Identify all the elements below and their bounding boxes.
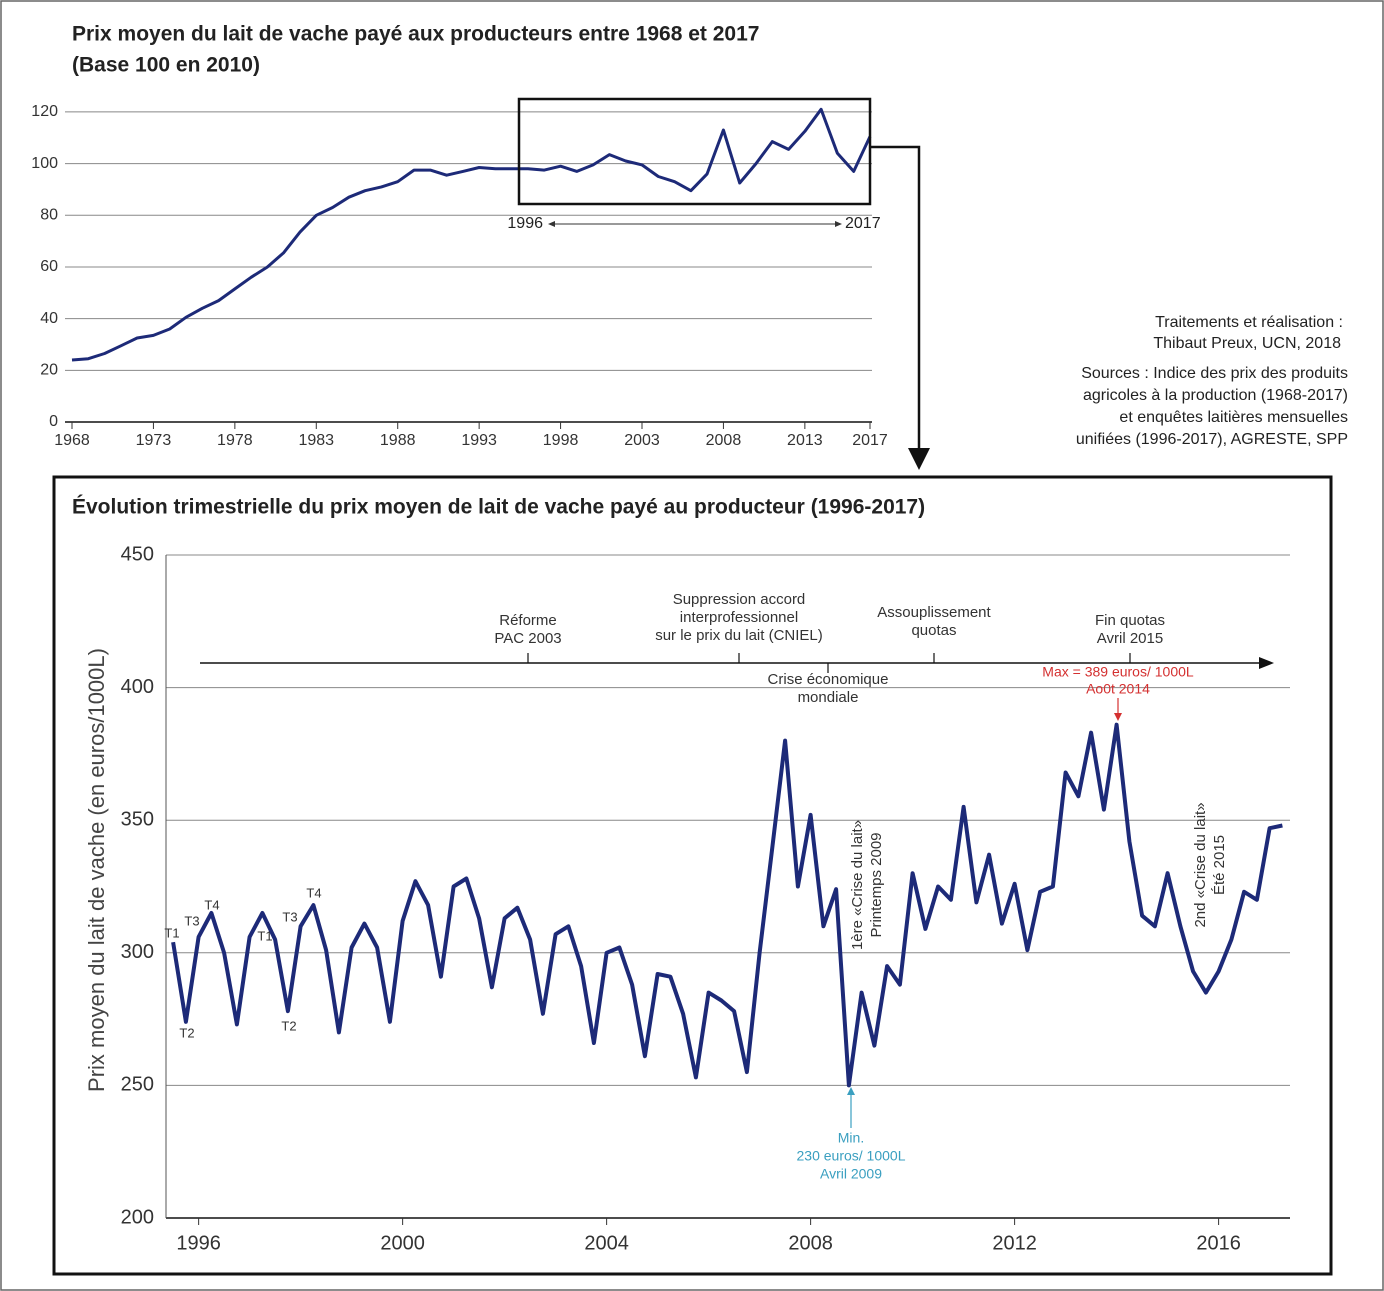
panel-frame xyxy=(52,475,1333,1276)
x-tick-label: 1996 xyxy=(176,1232,221,1254)
event-label: PAC 2003 xyxy=(494,630,561,647)
zoom-box xyxy=(517,97,872,206)
connector-head xyxy=(908,448,930,470)
x-tick-label: 1978 xyxy=(217,432,253,449)
x-tick-label: 1998 xyxy=(543,432,579,449)
y-tick-label: 450 xyxy=(121,543,154,565)
x-tick-label: 1988 xyxy=(380,432,416,449)
min-note: Min. xyxy=(838,1130,864,1146)
x-tick-label: 1973 xyxy=(136,432,172,449)
quarter-label: T4 xyxy=(306,885,321,900)
connector xyxy=(870,145,921,452)
quarter-label: T4 xyxy=(204,897,219,912)
min-note: 230 euros/ 1000L xyxy=(797,1148,906,1164)
y-tick-label: 40 xyxy=(40,310,58,327)
timeline-head xyxy=(1259,657,1274,669)
y-axis-label: Prix moyen du lait de vache (en euros/10… xyxy=(84,648,109,1092)
credit-line: unifiées (1996-2017), AGRESTE, SPP xyxy=(1076,431,1348,448)
event-label: Réforme xyxy=(499,612,557,629)
x-tick-label: 2004 xyxy=(584,1232,629,1254)
y-tick-label: 100 xyxy=(31,155,58,172)
event-label: sur le prix du lait (CNIEL) xyxy=(655,627,823,644)
event-label: Fin quotas xyxy=(1095,612,1165,629)
y-tick-label: 120 xyxy=(31,103,58,120)
x-tick-label: 1968 xyxy=(54,432,90,449)
credit-line: et enquêtes laitières mensuelles xyxy=(1119,409,1348,426)
crisis-note: Été 2015 xyxy=(1211,835,1228,895)
y-tick-label: 200 xyxy=(121,1206,154,1228)
data-line xyxy=(71,107,872,362)
event-label: interprofessionnel xyxy=(680,609,798,626)
x-tick-label: 1993 xyxy=(461,432,497,449)
data-line xyxy=(171,722,1283,1088)
max-note: Ao0t 2014 xyxy=(1086,681,1150,697)
x-tick-label: 2017 xyxy=(852,432,888,449)
event-label: mondiale xyxy=(798,689,859,706)
quarter-label: T3 xyxy=(184,913,199,928)
event-label: Assouplissement xyxy=(877,604,991,621)
quarter-label: T2 xyxy=(179,1025,194,1040)
y-tick-label: 400 xyxy=(121,676,154,698)
event-label: Crise économique xyxy=(768,671,889,688)
y-tick-label: 300 xyxy=(121,941,154,963)
credit-line: Thibaut Preux, UCN, 2018 xyxy=(1153,335,1341,352)
crisis-note: Printemps 2009 xyxy=(868,832,885,937)
range-label: 1996 xyxy=(507,215,543,232)
y-tick-label: 350 xyxy=(121,808,154,830)
credit-line: Sources : Indice des prix des produits xyxy=(1081,365,1348,382)
chart-title: Prix moyen du lait de vache payé aux pro… xyxy=(72,23,759,46)
y-tick-label: 80 xyxy=(40,206,58,223)
y-tick-label: 250 xyxy=(121,1074,154,1096)
credit-line: Traitements et réalisation : xyxy=(1155,314,1343,331)
x-tick-label: 2008 xyxy=(788,1232,833,1254)
event-label: Avril 2015 xyxy=(1097,630,1163,647)
max-note: Max = 389 euros/ 1000L xyxy=(1042,664,1194,680)
quarter-label: T1 xyxy=(164,925,179,940)
chart-title: Évolution trimestrielle du prix moyen de… xyxy=(72,496,925,519)
max-arrow-head xyxy=(1114,713,1122,721)
y-tick-label: 60 xyxy=(40,258,58,275)
min-arrow-head xyxy=(847,1087,855,1095)
crisis-note: 2nd «Crise du lait» xyxy=(1192,802,1209,927)
x-tick-label: 2003 xyxy=(624,432,660,449)
x-tick-label: 2008 xyxy=(706,432,742,449)
arrow-head xyxy=(548,221,555,227)
min-note: Avril 2009 xyxy=(820,1166,882,1182)
x-tick-label: 2013 xyxy=(787,432,823,449)
range-label: 2017 xyxy=(845,215,881,232)
x-tick-label: 2012 xyxy=(992,1232,1037,1254)
y-tick-label: 0 xyxy=(49,413,58,430)
arrow-head xyxy=(835,221,842,227)
x-tick-label: 1983 xyxy=(298,432,334,449)
x-tick-label: 2000 xyxy=(380,1232,425,1254)
y-tick-label: 20 xyxy=(40,362,58,379)
credit-line: agricoles à la production (1968-2017) xyxy=(1083,387,1348,404)
quarter-label: T1 xyxy=(257,928,272,943)
quarter-label: T2 xyxy=(281,1018,296,1033)
quarter-label: T3 xyxy=(282,909,297,924)
crisis-note: 1ère «Crise du lait» xyxy=(849,820,866,950)
chart-subtitle: (Base 100 en 2010) xyxy=(72,54,260,77)
event-label: Suppression accord xyxy=(673,591,806,608)
event-label: quotas xyxy=(911,622,956,639)
x-tick-label: 2016 xyxy=(1196,1232,1241,1254)
